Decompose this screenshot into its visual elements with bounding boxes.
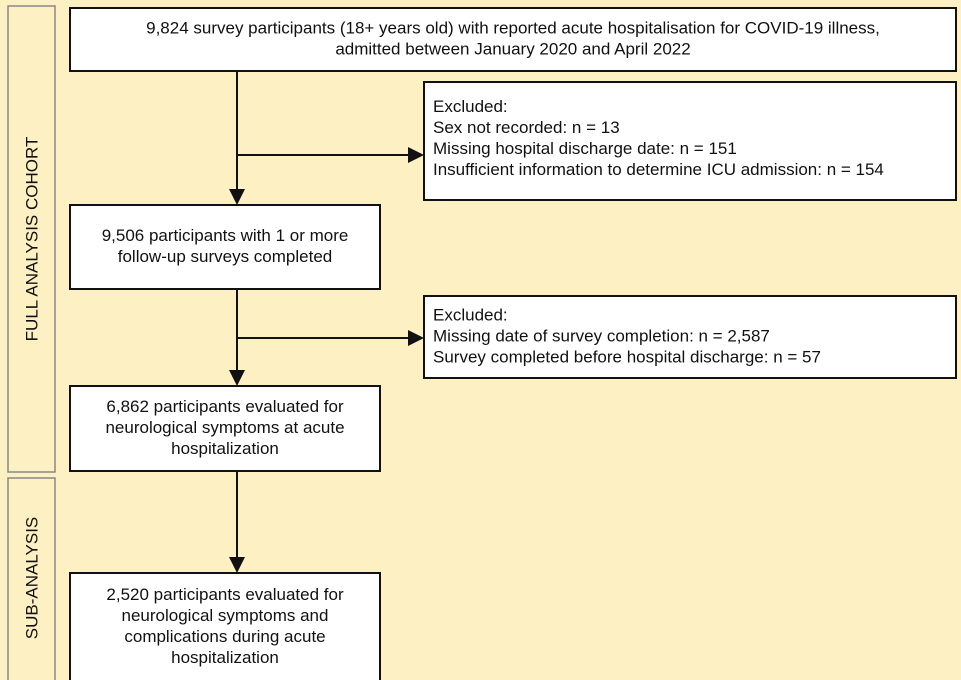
boxes: 9,824 survey participants (18+ years old… [69,7,957,680]
box-text: Excluded: [433,305,508,324]
flow-box [423,295,957,379]
box-text: 6,862 participants evaluated for [106,397,344,416]
box-text: admitted between January 2020 and April … [335,39,690,58]
box-text: neurological symptoms and [122,606,329,625]
flow-box [69,204,381,290]
flow-box [69,572,381,680]
box-text: 2,520 participants evaluated for [106,585,344,604]
box-text: hospitalization [171,439,279,458]
side-panel [7,5,56,473]
box-text: follow-up surveys completed [118,247,332,266]
box-text: 9,506 participants with 1 or more [102,226,349,245]
box-text: Insufficient information to determine IC… [433,160,884,179]
side-panel [7,477,56,680]
box-text: hospitalization [171,648,279,667]
box-text: Sex not recorded: n = 13 [433,118,620,137]
flow-box [69,7,957,72]
flow-box [423,81,957,201]
flow-box [69,385,381,472]
side-label: FULL ANALYSIS COHORT [22,137,41,342]
box-text: Missing hospital discharge date: n = 151 [433,139,737,158]
box-text: Missing date of survey completion: n = 2… [433,326,770,345]
box-text: Excluded: [433,97,508,116]
side-label: SUB-ANALYSIS [22,517,41,640]
box-text: 9,824 survey participants (18+ years old… [146,18,880,37]
box-text: Survey completed before hospital dischar… [433,347,821,366]
box-text: neurological symptoms at acute [105,418,344,437]
box-text: complications during acute [124,627,325,646]
